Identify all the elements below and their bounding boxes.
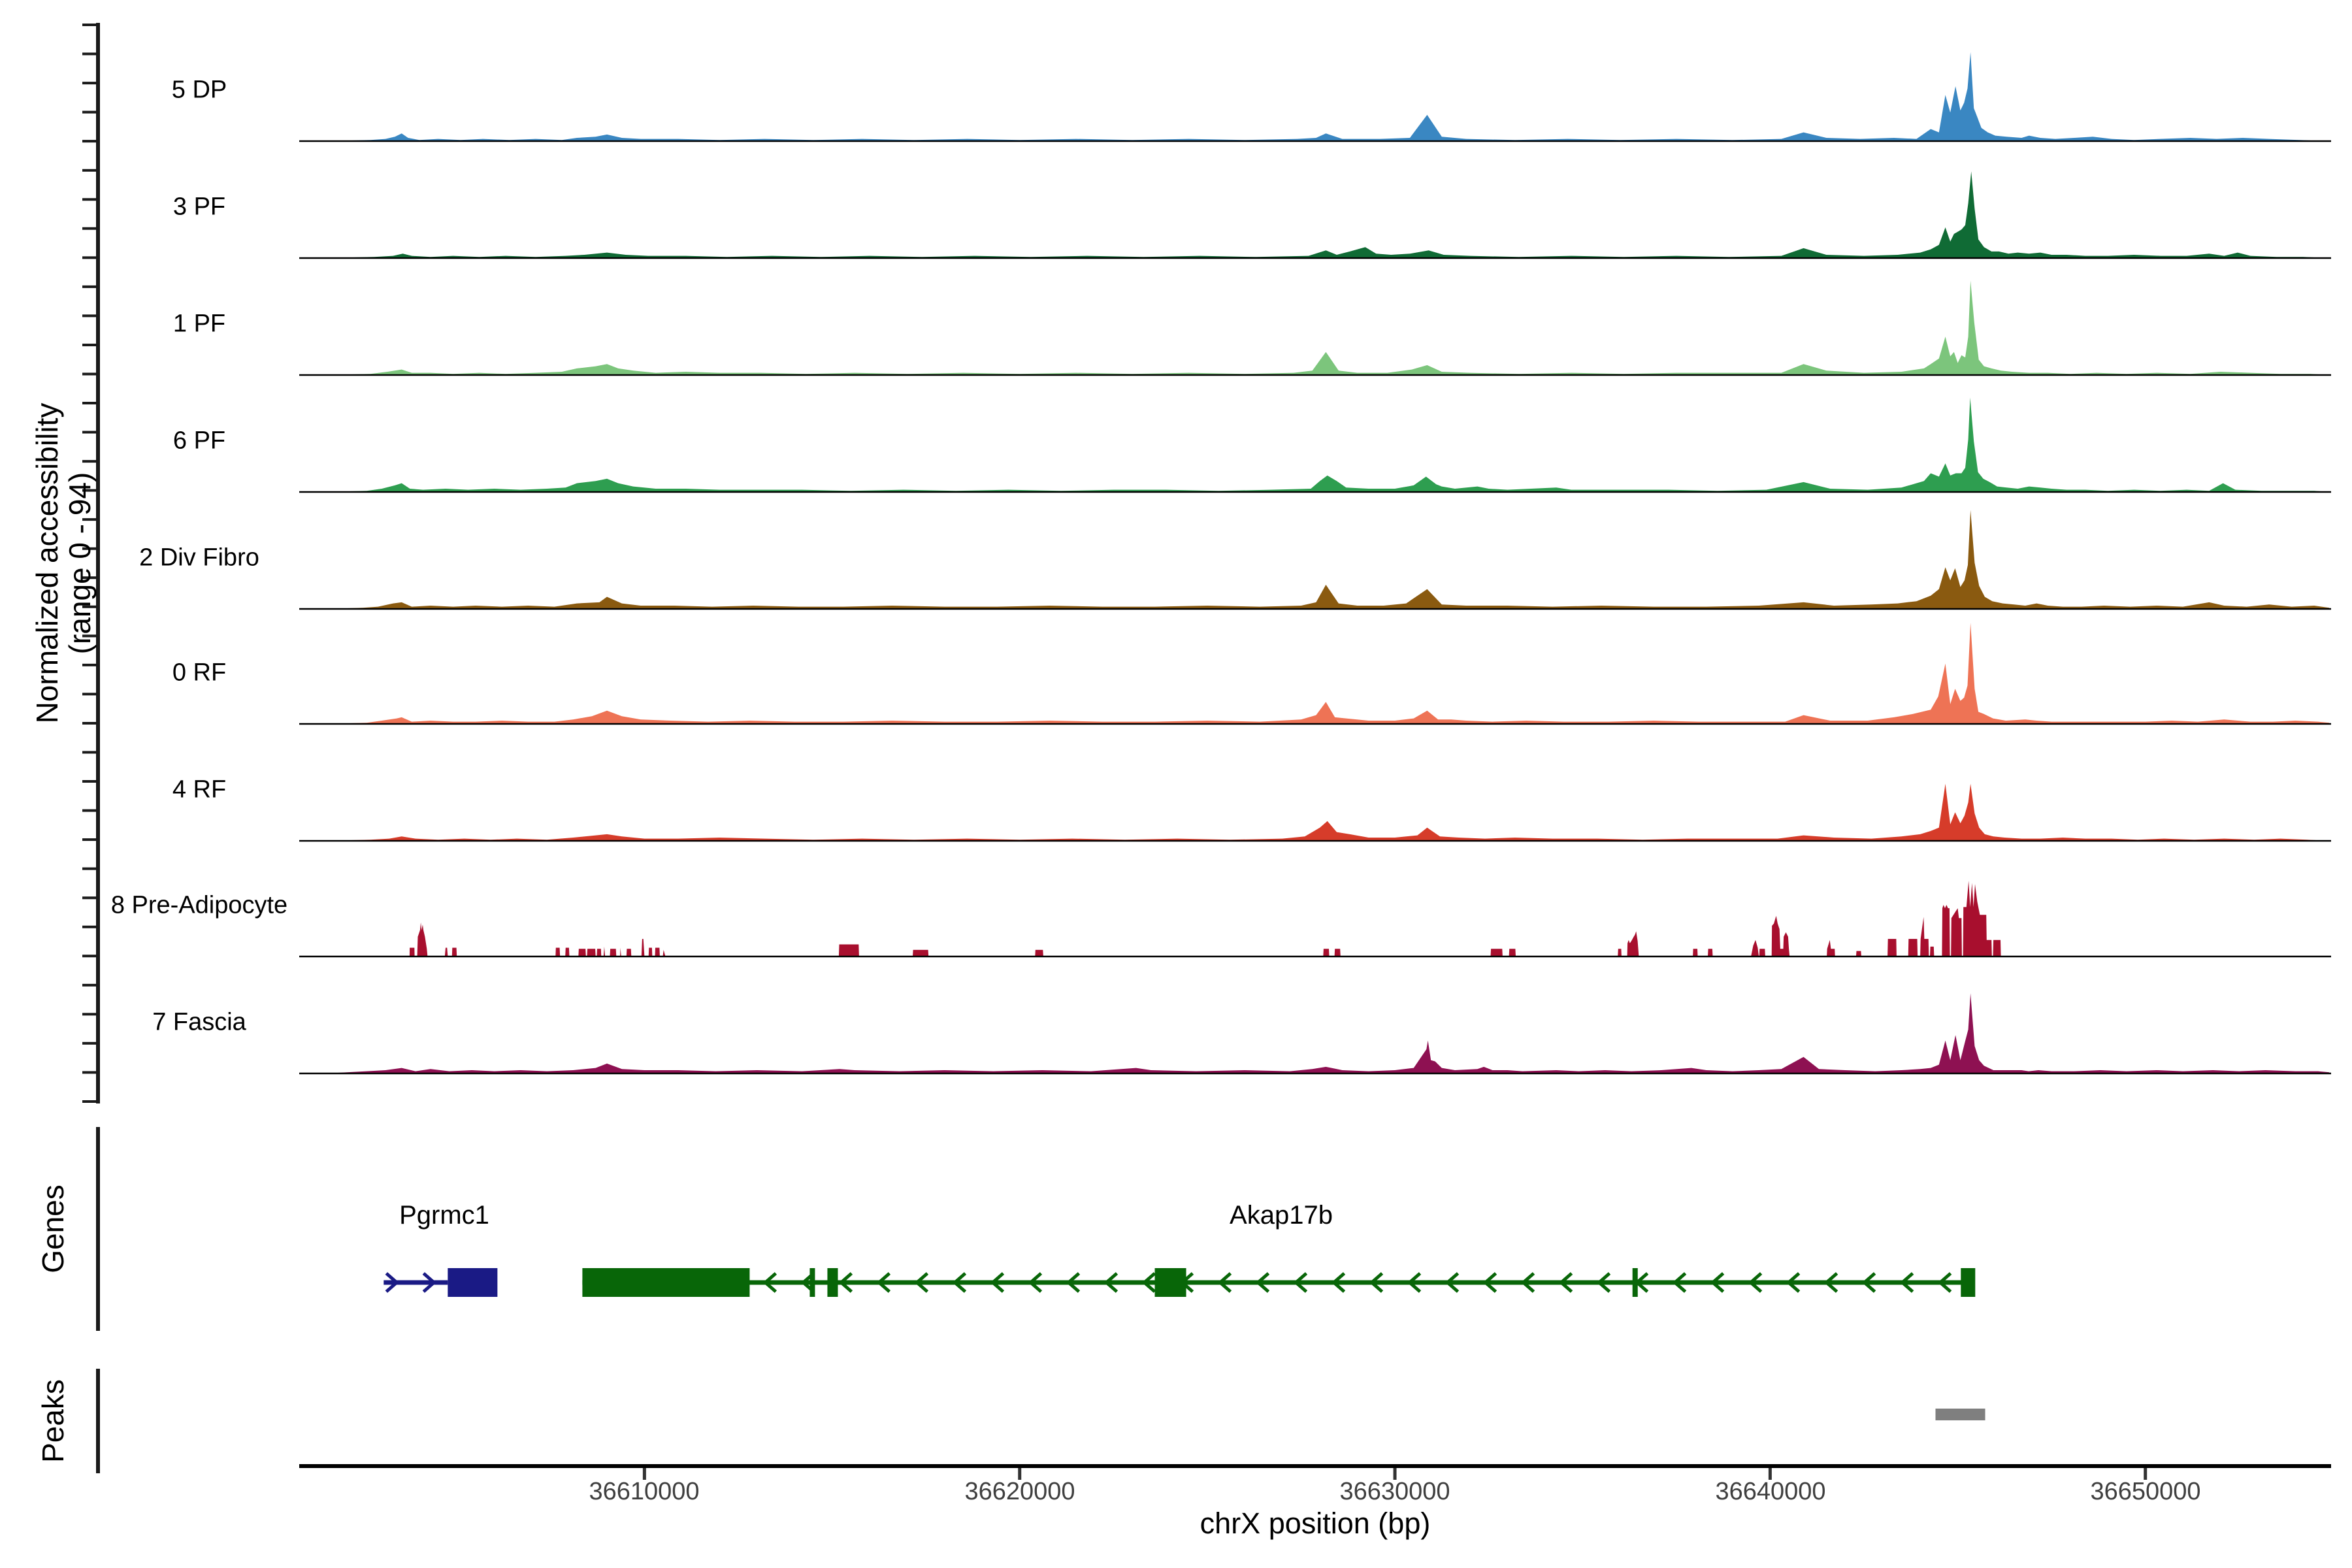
gene-strand-chevron [1217, 1272, 1232, 1293]
gene-strand-chevron [1748, 1272, 1763, 1293]
gene-strand-chevron [762, 1272, 777, 1293]
track-label-5dp: 5 DP [171, 76, 227, 104]
gene-label-akap17b: Akap17b [1230, 1201, 1333, 1230]
x-tick-36610000: 36610000 [589, 1478, 700, 1505]
gene-strand-chevron [1710, 1272, 1725, 1293]
track-area-8 [325, 881, 2330, 956]
track-label-4rf: 4 RF [172, 776, 227, 804]
track-area-3 [325, 280, 2330, 375]
y-axis-label-line1: Normalized accessibility [30, 402, 64, 724]
gene-strand-chevron [914, 1272, 929, 1293]
track-area-1 [325, 52, 2330, 142]
gene-strand-chevron [1672, 1272, 1687, 1293]
gene-label-pgrmc1: Pgrmc1 [399, 1201, 489, 1230]
x-axis-title: chrX position (bp) [1200, 1507, 1431, 1540]
gene-strand-chevron [1331, 1272, 1346, 1293]
track-label-6pf: 6 PF [172, 427, 226, 455]
gene-strand-chevron [876, 1272, 891, 1293]
gene-strand-chevron [1823, 1272, 1838, 1293]
gene-strand-chevron [1937, 1272, 1952, 1293]
gene-strand-chevron [1520, 1272, 1535, 1293]
gene-strand-chevron [1861, 1272, 1876, 1293]
gene-strand-chevron [838, 1272, 853, 1293]
track-area-2 [325, 171, 2330, 258]
x-tick-36620000: 36620000 [964, 1478, 1075, 1505]
gene-exon-box [1632, 1268, 1638, 1297]
track-area-9 [325, 993, 2330, 1073]
gene-intron-line [384, 1280, 448, 1285]
gene-strand-chevron [385, 1272, 400, 1293]
gene-strand-chevron [1293, 1272, 1308, 1293]
peaks-section-label: Peaks [36, 1379, 70, 1463]
gene-strand-chevron [1103, 1272, 1119, 1293]
track-label-7fascia: 7 Fascia [152, 1008, 246, 1036]
gene-exon-box [809, 1268, 815, 1297]
genes-section-label: Genes [36, 1184, 70, 1273]
gene-strand-chevron [1407, 1272, 1422, 1293]
peak-region-bar [1935, 1409, 1985, 1420]
gene-strand-chevron [1141, 1272, 1156, 1293]
x-tick-36630000: 36630000 [1339, 1478, 1450, 1505]
gene-strand-chevron [990, 1272, 1005, 1293]
gene-strand-chevron [1369, 1272, 1384, 1293]
gene-strand-chevron [1255, 1272, 1270, 1293]
track-area-6 [325, 623, 2330, 724]
x-tick-36640000: 36640000 [1715, 1478, 1826, 1505]
track-area-7 [325, 783, 2330, 841]
gene-strand-chevron [1028, 1272, 1043, 1293]
track-label-3pf: 3 PF [172, 193, 226, 221]
gene-strand-chevron [952, 1272, 967, 1293]
gene-strand-chevron [1445, 1272, 1460, 1293]
gene-exon-box [582, 1268, 750, 1297]
track-area-5 [325, 510, 2330, 609]
gene-intron-line [582, 1280, 1968, 1285]
gene-strand-chevron [1786, 1272, 1801, 1293]
track-label-2divfibro: 2 Div Fibro [139, 544, 259, 572]
gene-strand-chevron [1558, 1272, 1573, 1293]
y-axis-label-line2: (range 0 - 94) [63, 472, 97, 655]
gene-exon-box [827, 1268, 838, 1297]
track-area-4 [325, 397, 2330, 492]
gene-exon-box [1154, 1268, 1186, 1297]
track-label-0rf: 0 RF [172, 659, 227, 687]
gene-strand-chevron [422, 1272, 437, 1293]
gene-strand-chevron [1899, 1272, 1914, 1293]
gene-strand-chevron [1482, 1272, 1497, 1293]
track-label-1pf: 1 PF [172, 310, 226, 338]
gene-exon-box [1961, 1268, 1976, 1297]
track-label-8preadipocyte: 8 Pre-Adipocyte [110, 891, 288, 919]
gene-strand-chevron [1596, 1272, 1611, 1293]
gene-strand-chevron [1066, 1272, 1081, 1293]
gene-exon-box [448, 1268, 498, 1297]
x-tick-36650000: 36650000 [2090, 1478, 2201, 1505]
